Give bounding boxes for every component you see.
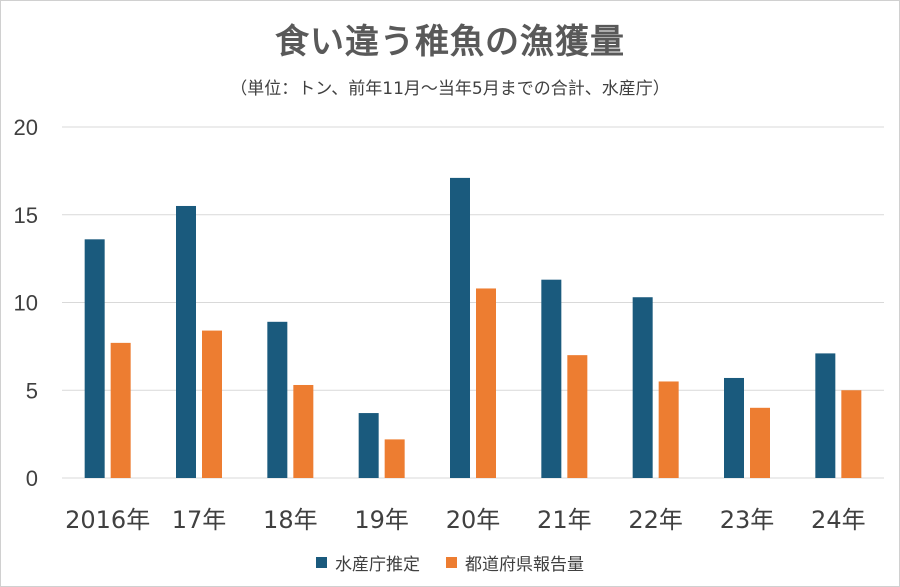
x-tick-label: 23年: [720, 506, 775, 534]
x-tick-label: 22年: [628, 506, 683, 534]
bar-series1-20年: [450, 177, 470, 478]
legend: 水産庁推定 都道府県報告量: [0, 550, 900, 575]
y-tick-label: 0: [26, 466, 38, 491]
bar-series2-21年: [567, 355, 588, 478]
chart-subtitle: （単位：トン、前年11月～当年5月までの合計、水産庁）: [230, 79, 670, 99]
bar-series1-21年: [541, 279, 562, 478]
bar-series2-22年: [658, 381, 679, 478]
bar-series2-19年: [384, 439, 405, 478]
bar-series1-2016年: [84, 239, 105, 478]
x-tick-label: 21年: [537, 506, 592, 534]
legend-item-series2: 都道府県報告量: [446, 550, 584, 575]
x-tick-label: 18年: [263, 506, 318, 534]
bar-series1-18年: [267, 321, 288, 478]
bar-series1-19年: [358, 413, 379, 478]
y-tick-label: 15: [14, 203, 38, 228]
bar-series1-22年: [632, 297, 653, 478]
bar-series1-24年: [815, 353, 836, 478]
chart-title: 食い違う稚魚の漁獲量: [275, 22, 625, 62]
legend-swatch-series2: [446, 557, 457, 568]
bar-series2-2016年: [110, 342, 131, 478]
legend-label-series1: 水産庁推定: [335, 555, 420, 575]
x-tick-label: 19年: [354, 506, 409, 534]
y-tick-label: 20: [14, 115, 38, 140]
bar-series1-17年: [176, 205, 196, 478]
legend-item-series1: 水産庁推定: [316, 550, 420, 575]
x-tick-label: 2016年: [65, 506, 150, 534]
bar-series2-23年: [750, 407, 770, 478]
y-tick-label: 5: [26, 378, 38, 403]
x-tick-label: 24年: [811, 506, 866, 534]
bar-series2-18年: [293, 384, 314, 478]
x-tick-label: 17年: [172, 506, 227, 534]
legend-label-series2: 都道府県報告量: [465, 555, 584, 575]
y-tick-label: 10: [14, 291, 38, 316]
bar-series2-20年: [476, 288, 496, 478]
bar-series1-23年: [724, 377, 744, 478]
legend-swatch-series1: [316, 557, 327, 568]
x-tick-label: 20年: [446, 506, 501, 534]
bar-series2-17年: [202, 330, 222, 478]
bar-series2-24年: [841, 390, 862, 478]
